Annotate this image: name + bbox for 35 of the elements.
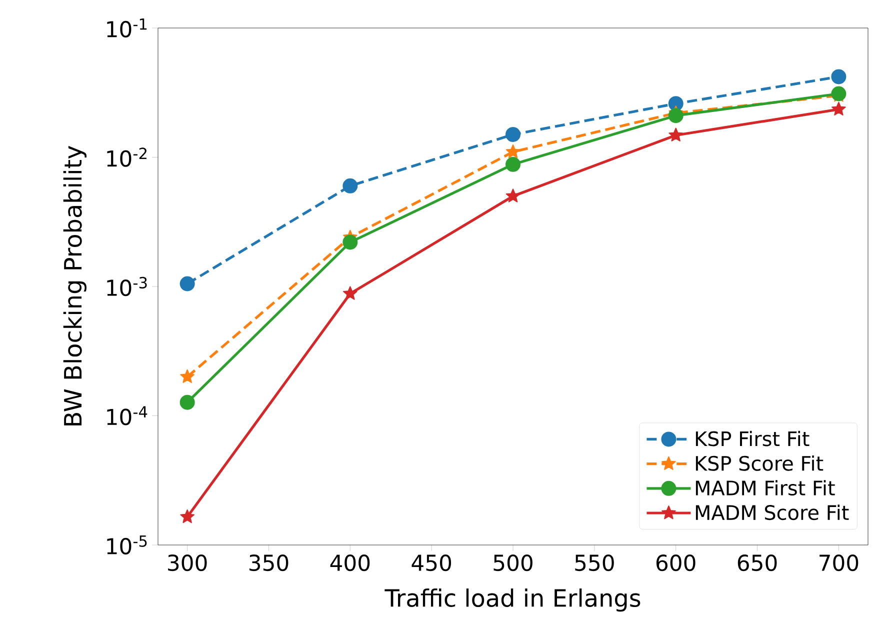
point [180,369,194,384]
point [506,156,521,172]
x-tick-label: 400 [330,554,370,572]
x-tick-label: 550 [575,554,614,572]
y-tick-label: 10$^{-2}$ [107,148,146,167]
point [180,509,194,524]
point [668,108,684,124]
point [506,126,521,142]
x-tick-label: 650 [738,554,777,572]
legend-label: KSP First Fit [696,430,810,446]
x-axis-title: Traffic load in Erlangs [384,588,640,612]
x-tick-label: 350 [250,554,288,572]
point [831,69,846,84]
point [506,188,520,202]
x-tick-label: 700 [820,554,858,572]
point [180,276,195,292]
point [832,102,846,116]
legend-label: KSP Score Fit [696,455,824,471]
point [506,144,520,158]
point [343,286,358,300]
y-tick-label: 10$^{-1}$ [107,18,147,38]
point [342,178,358,194]
legend-label: MADM Score Fit [696,504,849,520]
point [342,234,358,250]
y-tick-label: 10$^{-3}$ [107,276,147,296]
x-tick-label: 500 [494,554,532,572]
y-tick-label: 10$^{-5}$ [107,535,147,554]
point [180,394,195,410]
x-tick-label: 600 [656,554,696,572]
x-tick-label: 450 [412,554,452,572]
point [668,128,684,142]
y-tick-label: 10$^{-4}$ [107,406,148,426]
legend-label: MADM First Fit [696,480,835,496]
y-axis-title: BW Blocking Probability [63,146,86,426]
x-tick-label: 300 [168,554,207,572]
